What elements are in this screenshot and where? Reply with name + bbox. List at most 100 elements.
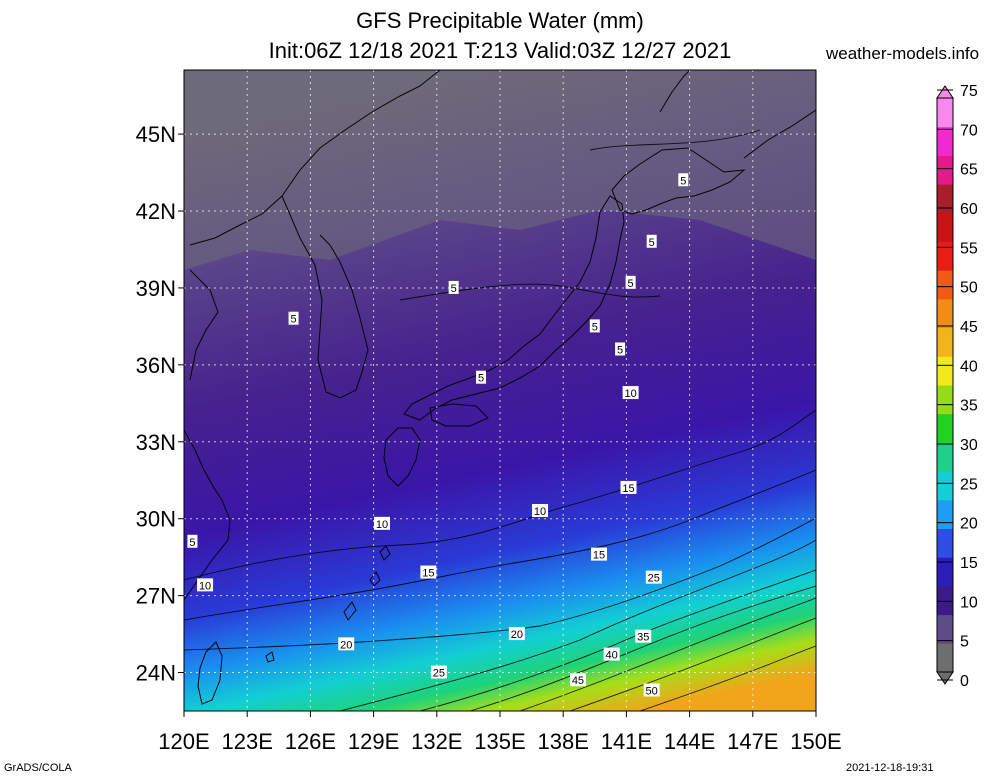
contour-label-bg	[374, 516, 391, 530]
chart-title: GFS Precipitable Water (mm)	[356, 8, 644, 33]
contour-label-text: 10	[199, 580, 211, 592]
contour-label-bg	[288, 311, 299, 325]
lat-tick-label: 45N	[136, 122, 176, 147]
colorbar-swatch	[937, 98, 953, 128]
contour-label-bg	[532, 504, 549, 518]
contour-label-bg	[643, 683, 660, 697]
colorbar-label: 75	[960, 83, 978, 100]
contour-label-bg	[589, 319, 600, 333]
contour-label-text: 5	[680, 175, 686, 187]
colorbar-swatch	[937, 413, 953, 443]
colorbar-swatch	[937, 184, 953, 214]
site-label: weather-models.info	[826, 44, 980, 63]
contour-label-bg	[569, 673, 586, 687]
lon-tick-label: 144E	[664, 729, 715, 754]
lat-tick-label: 39N	[136, 276, 176, 301]
contour-label: 10	[374, 516, 391, 531]
lon-tick-label: 123E	[222, 729, 273, 754]
lat-tick-label: 36N	[136, 353, 176, 378]
coast-china-south	[184, 429, 231, 601]
contour-label: 10	[532, 504, 549, 518]
colorbar-swatch	[937, 442, 953, 472]
colorbar-low-arrow	[936, 671, 954, 685]
lon-tick-label: 147E	[727, 729, 778, 754]
colorbar-label: 45	[960, 319, 978, 336]
contour-label: 25	[645, 570, 662, 585]
colorbar-label: 10	[960, 594, 978, 611]
lat-tick-label: 27N	[136, 584, 176, 609]
colorbar-label: 5	[960, 634, 969, 651]
contour-label-bg	[591, 547, 608, 561]
contour-label-text: 5	[617, 344, 623, 356]
contour-35	[469, 585, 816, 711]
coast-shikoku	[429, 403, 489, 427]
colorbar-label: 40	[960, 358, 978, 375]
colorbar-swatch	[937, 643, 953, 673]
contour-label-text: 10	[376, 519, 388, 531]
contour-label-text: 35	[637, 632, 649, 644]
colorbar-label: 0	[960, 673, 969, 690]
contour-label-bg	[615, 342, 626, 356]
contour-label-text: 10	[624, 388, 636, 400]
coast-kyushu	[383, 427, 421, 487]
contour-50	[639, 645, 816, 711]
contour-label-bg	[338, 637, 355, 651]
contour-label-text: 25	[433, 668, 445, 680]
colorbar-label: 65	[960, 162, 978, 179]
colorbar-label: 20	[960, 516, 978, 533]
footer-left: GrADS/COLA	[4, 762, 72, 774]
contour-label-bg	[645, 570, 662, 584]
contour-20	[184, 517, 816, 651]
contour-15	[184, 469, 816, 621]
contour-label-bg	[448, 280, 459, 294]
contour-label-bg	[635, 629, 652, 643]
colorbar-swatch	[937, 614, 953, 644]
contour-label: 15	[420, 565, 437, 580]
lon-tick-label: 141E	[601, 729, 652, 754]
lat-tick-label: 33N	[136, 430, 176, 455]
contour-label: 5	[646, 234, 657, 249]
lat-tick-label: 42N	[136, 199, 176, 224]
contour-25	[339, 539, 816, 711]
contour-label-text: 20	[340, 639, 352, 651]
lon-tick-label: 132E	[411, 729, 462, 754]
colorbar-swatch	[937, 471, 953, 501]
colorbar-swatch	[937, 327, 953, 357]
colorbar-swatch	[937, 241, 953, 271]
contour-label: 40	[603, 647, 620, 662]
contour-label: 5	[589, 319, 600, 333]
coast-kurils	[743, 109, 816, 159]
colorbar-label: 15	[960, 555, 978, 572]
colorbar-swatch	[937, 528, 953, 558]
contour-label-text: 5	[189, 537, 195, 549]
contour-label-text: 15	[622, 483, 634, 495]
lon-tick-label: 126E	[285, 729, 336, 754]
contour-label-text: 50	[646, 685, 658, 697]
contour-label: 5	[448, 280, 459, 295]
contour-label: 50	[643, 683, 660, 697]
contour-label: 5	[288, 311, 299, 326]
lon-tick-label: 138E	[538, 729, 589, 754]
coastlines	[184, 70, 816, 705]
colorbar-label: 50	[960, 280, 978, 297]
contour-label-text: 5	[451, 283, 457, 295]
colorbar-swatch	[937, 298, 953, 329]
contour-label: 10	[197, 578, 214, 592]
contour-label-text: 5	[478, 373, 484, 385]
colorbar-label: 30	[960, 437, 978, 454]
lat-tick-label: 30N	[136, 507, 176, 532]
colorbar-label: 55	[960, 240, 978, 257]
contour-label-text: 15	[593, 550, 605, 562]
contour-label-bg	[678, 173, 689, 187]
latitude-ticks: 24N 27N 30N 33N 36N 39N 42N 45N	[136, 122, 184, 686]
lon-tick-label: 120E	[158, 729, 209, 754]
dry-air-region	[184, 70, 816, 270]
colorbar-label: 35	[960, 398, 978, 415]
colorbar: 0 5 10 15 20 25 30 35 40 45 50 55 60 65 70 75	[936, 83, 978, 690]
contour-label-text: 45	[572, 675, 584, 687]
colorbar-label: 25	[960, 476, 978, 493]
coast-ryukyu	[265, 545, 391, 663]
contour-label-text: 15	[422, 568, 434, 580]
contour-label-bg	[420, 565, 437, 579]
contour-label: 25	[430, 665, 447, 680]
